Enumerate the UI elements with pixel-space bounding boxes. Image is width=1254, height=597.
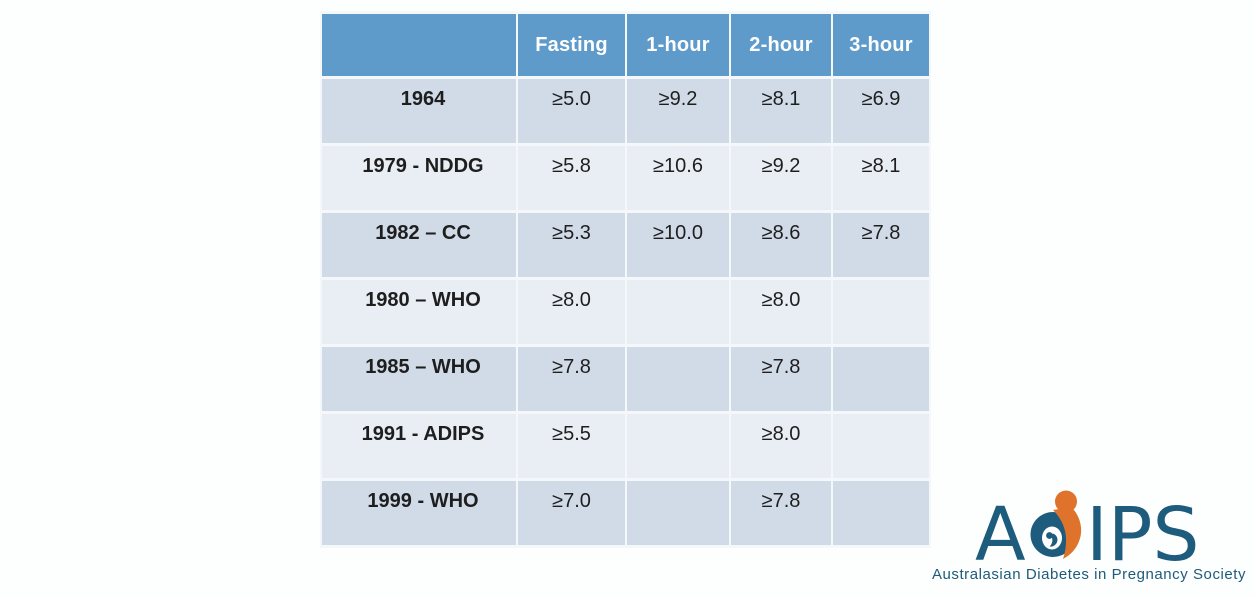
cell-2-hour: ≥7.8: [731, 347, 831, 411]
row-label: 1964: [322, 79, 516, 143]
cell-3-hour: [833, 280, 929, 344]
row-label: 1980 – WHO: [322, 280, 516, 344]
table-row-1964: 1964 ≥5.0 ≥9.2 ≥8.1 ≥6.9: [322, 79, 929, 143]
table-row-1991-adips: 1991 - ADIPS ≥5.5 ≥8.0: [322, 414, 929, 478]
cell-3-hour: ≥8.1: [833, 146, 929, 210]
criteria-table: Fasting 1-hour 2-hour 3-hour 1964 ≥5.0 ≥…: [320, 11, 931, 548]
cell-fasting: ≥7.0: [518, 481, 625, 545]
corner-header-cell: [322, 14, 516, 76]
cell-1-hour: [627, 414, 729, 478]
cell-fasting: ≥5.8: [518, 146, 625, 210]
cell-3-hour: [833, 414, 929, 478]
cell-fasting: ≥5.0: [518, 79, 625, 143]
cell-3-hour: [833, 481, 929, 545]
fetus-bubble: [1042, 526, 1062, 550]
cell-3-hour: ≥6.9: [833, 79, 929, 143]
table-row-1999-who: 1999 - WHO ≥7.0 ≥7.8: [322, 481, 929, 545]
column-header-2-hour: 2-hour: [731, 14, 831, 76]
adips-logo: A IPS Australasian Diabetes in Pregnancy…: [931, 488, 1247, 583]
row-label: 1982 – CC: [322, 213, 516, 277]
cell-1-hour: [627, 347, 729, 411]
logo-d-mark: [1030, 490, 1082, 559]
table-header-row: Fasting 1-hour 2-hour 3-hour: [322, 14, 929, 76]
column-header-fasting: Fasting: [518, 14, 625, 76]
cell-2-hour: ≥8.0: [731, 280, 831, 344]
adips-wordmark: A IPS: [975, 490, 1199, 564]
column-header-3-hour: 3-hour: [833, 14, 929, 76]
cell-3-hour: [833, 347, 929, 411]
cell-2-hour: ≥8.6: [731, 213, 831, 277]
row-label: 1979 - NDDG: [322, 146, 516, 210]
cell-1-hour: [627, 481, 729, 545]
cell-fasting: ≥8.0: [518, 280, 625, 344]
row-label: 1999 - WHO: [322, 481, 516, 545]
column-header-1-hour: 1-hour: [627, 14, 729, 76]
cell-2-hour: ≥9.2: [731, 146, 831, 210]
cell-1-hour: ≥10.6: [627, 146, 729, 210]
cell-1-hour: [627, 280, 729, 344]
cell-2-hour: ≥7.8: [731, 481, 831, 545]
cell-fasting: ≥7.8: [518, 347, 625, 411]
cell-fasting: ≥5.3: [518, 213, 625, 277]
logo-letters-ips: IPS: [1086, 492, 1199, 564]
table-row-1979-nddg: 1979 - NDDG ≥5.8 ≥10.6 ≥9.2 ≥8.1: [322, 146, 929, 210]
orange-cord-icon: [1053, 490, 1082, 559]
table-row-1985-who: 1985 – WHO ≥7.8 ≥7.8: [322, 347, 929, 411]
cell-1-hour: ≥10.0: [627, 213, 729, 277]
table-row-1982-cc: 1982 – CC ≥5.3 ≥10.0 ≥8.6 ≥7.8: [322, 213, 929, 277]
row-label: 1985 – WHO: [322, 347, 516, 411]
row-label: 1991 - ADIPS: [322, 414, 516, 478]
table-row-1980-who: 1980 – WHO ≥8.0 ≥8.0: [322, 280, 929, 344]
cell-2-hour: ≥8.1: [731, 79, 831, 143]
logo-subtitle: Australasian Diabetes in Pregnancy Socie…: [931, 566, 1247, 583]
cell-2-hour: ≥8.0: [731, 414, 831, 478]
fetus-icon: [1046, 532, 1058, 547]
logo-letter-a: A: [975, 492, 1026, 564]
cell-3-hour: ≥7.8: [833, 213, 929, 277]
cell-fasting: ≥5.5: [518, 414, 625, 478]
cell-1-hour: ≥9.2: [627, 79, 729, 143]
